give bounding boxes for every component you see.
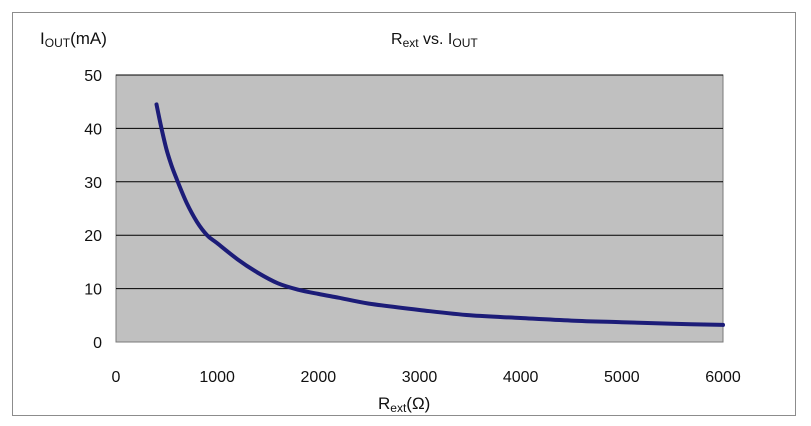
x-tick-label: 6000 [705, 369, 741, 386]
x-tick-label: 0 [112, 369, 121, 386]
y-tick-label: 40 [84, 121, 102, 138]
y-tick-labels: 0 10 20 30 40 50 [84, 68, 102, 352]
chart-frame: 0 1000 2000 3000 4000 5000 6000 0 10 20 30 40 50 IO… [12, 12, 796, 416]
chart-title: Rext vs. IOUT [391, 31, 478, 50]
x-tick-label: 3000 [402, 369, 438, 386]
y-tick-label: 50 [84, 68, 102, 85]
x-tick-label: 1000 [199, 369, 235, 386]
line-chart: 0 1000 2000 3000 4000 5000 6000 0 10 20 30 40 50 IO… [40, 29, 741, 415]
x-tick-label: 5000 [604, 369, 640, 386]
x-tick-labels: 0 1000 2000 3000 4000 5000 6000 [112, 369, 741, 386]
y-tick-label: 30 [84, 175, 102, 192]
x-tick-label: 2000 [301, 369, 337, 386]
x-tick-label: 4000 [503, 369, 539, 386]
gridlines [116, 74, 723, 290]
y-tick-label: 10 [84, 282, 102, 299]
y-axis-label: IOUT(mA) [40, 29, 107, 50]
x-axis-label: Rext(Ω) [378, 394, 430, 415]
y-tick-label: 0 [93, 335, 102, 352]
series-line [154, 102, 725, 327]
plot-area [115, 74, 724, 343]
y-tick-label: 20 [84, 228, 102, 245]
